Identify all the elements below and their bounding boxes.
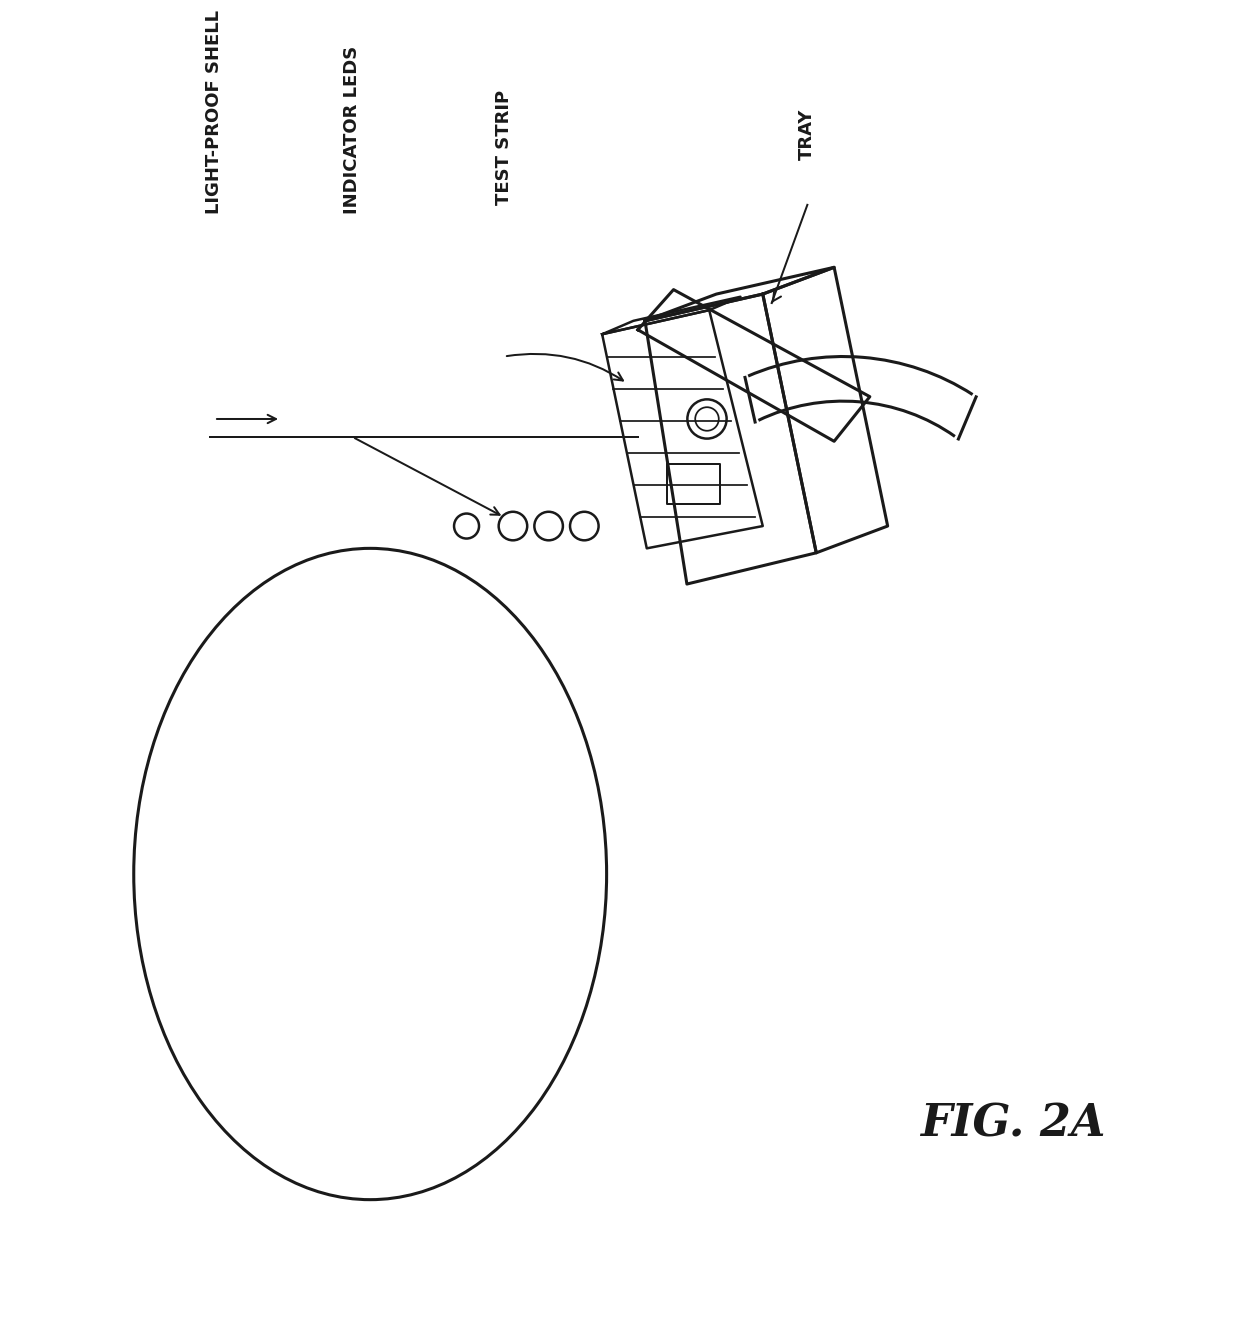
Text: TRAY: TRAY [799, 108, 816, 160]
Text: LIGHT-PROOF SHELL: LIGHT-PROOF SHELL [205, 9, 223, 214]
Text: INDICATOR LEDS: INDICATOR LEDS [343, 45, 361, 214]
Text: FIG. 2A: FIG. 2A [920, 1102, 1105, 1145]
Text: TEST STRIP: TEST STRIP [495, 90, 513, 205]
